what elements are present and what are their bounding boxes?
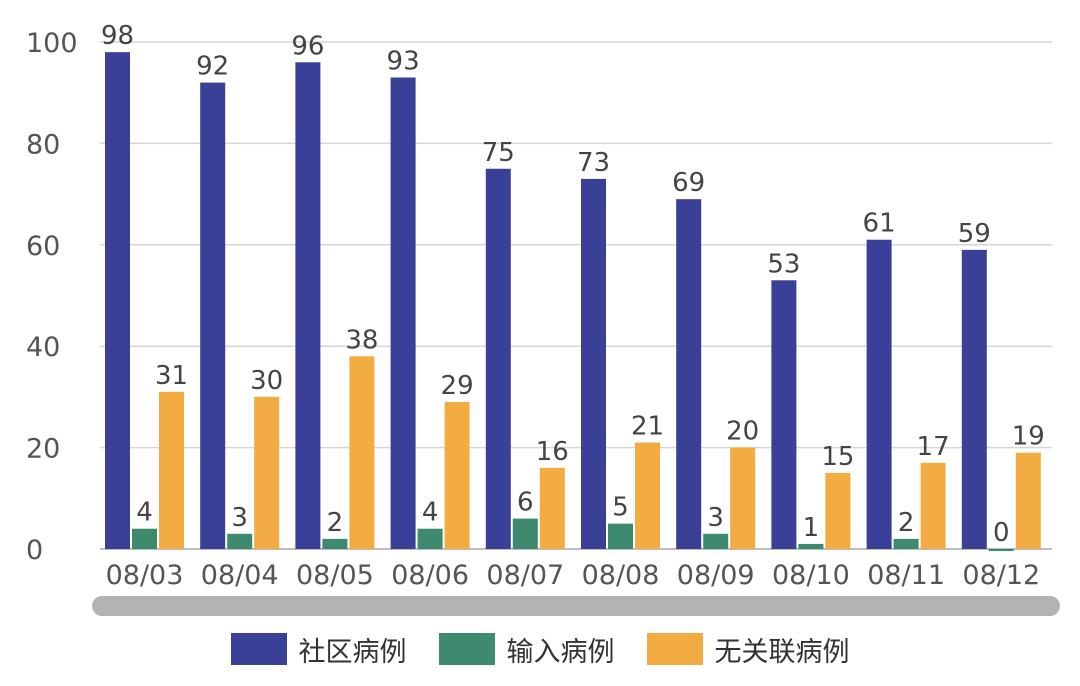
- bar: [512, 518, 538, 549]
- data-label: 3: [231, 503, 248, 533]
- bar: [988, 549, 1014, 551]
- data-label: 4: [422, 498, 439, 528]
- bar: [825, 472, 851, 549]
- x-tick-label: 08/03: [106, 560, 184, 591]
- data-label: 20: [726, 417, 759, 447]
- bar: [444, 401, 470, 549]
- bar: [893, 538, 919, 549]
- y-tick-label: 80: [26, 129, 60, 160]
- legend-swatch-imported: [438, 633, 495, 665]
- data-label: 0: [993, 518, 1010, 548]
- x-tick-label: 08/11: [867, 560, 945, 591]
- x-tick-label: 08/04: [201, 560, 279, 591]
- data-label: 3: [707, 503, 724, 533]
- legend-item-community: 社区病例: [230, 630, 407, 669]
- data-label: 93: [387, 46, 420, 76]
- data-label: 1: [803, 513, 820, 543]
- data-label: 2: [327, 508, 344, 538]
- data-label: 38: [345, 325, 378, 355]
- data-label: 73: [577, 148, 610, 178]
- bar: [390, 77, 416, 550]
- data-label: 6: [517, 488, 534, 518]
- legend-label-community: 社区病例: [298, 636, 407, 668]
- bar: [132, 528, 157, 549]
- bar: [771, 280, 797, 549]
- x-axis-ticks: 08/03 08/04 08/05 08/06 08/07 08/08 08/09 08/10…: [106, 560, 1041, 591]
- data-label: 92: [196, 52, 229, 82]
- y-tick-label: 40: [26, 332, 60, 363]
- y-tick-label: 100: [26, 28, 78, 59]
- data-label: 5: [612, 493, 629, 523]
- bar: [1015, 452, 1041, 549]
- legend-swatch-unlinked: [646, 633, 703, 665]
- data-label: 31: [155, 361, 188, 391]
- x-tick-label: 08/10: [772, 560, 850, 591]
- bar: [866, 239, 892, 550]
- bar: [581, 178, 606, 549]
- data-label: 61: [863, 209, 896, 239]
- bar: [295, 62, 321, 549]
- legend-label-unlinked: 无关联病例: [714, 636, 850, 668]
- data-label: 29: [441, 371, 474, 401]
- gridlines: [100, 41, 1052, 550]
- bars: [105, 52, 1041, 551]
- data-label: 21: [631, 412, 664, 442]
- data-label: 69: [672, 168, 705, 198]
- data-label: 98: [101, 21, 134, 51]
- bar: [322, 538, 348, 549]
- data-label: 59: [958, 219, 991, 249]
- bar: [227, 533, 253, 549]
- data-label: 96: [291, 31, 324, 61]
- bar: [105, 52, 130, 549]
- bar: [730, 447, 756, 549]
- horizontal-scrollbar[interactable]: [92, 596, 1060, 616]
- data-label: 16: [536, 437, 569, 467]
- data-label: 53: [767, 249, 800, 279]
- bar: [798, 543, 824, 549]
- x-tick-label: 08/07: [486, 560, 564, 591]
- bar: [608, 523, 633, 549]
- data-label: 75: [482, 138, 515, 168]
- legend-item-unlinked: 无关联病例: [646, 630, 850, 669]
- x-tick-label: 08/12: [962, 560, 1040, 591]
- legend-swatch-community: [230, 633, 287, 665]
- bar: [349, 356, 375, 549]
- data-label: 30: [250, 366, 283, 396]
- bar: [159, 391, 184, 549]
- y-axis-ticks: 0 20 40 60 80 100: [26, 28, 78, 566]
- bar: [485, 168, 511, 549]
- data-labels: 9843192330962389342975616735216932053115…: [101, 21, 1045, 548]
- bar: [417, 528, 443, 549]
- legend-label-imported: 输入病例: [506, 636, 615, 668]
- data-label: 4: [136, 498, 153, 528]
- legend-item-imported: 输入病例: [438, 630, 615, 669]
- bar: [703, 533, 729, 549]
- data-label: 17: [917, 432, 950, 462]
- bar: [539, 467, 565, 549]
- x-tick-label: 08/05: [296, 560, 374, 591]
- data-label: 15: [821, 442, 854, 472]
- y-tick-label: 60: [26, 231, 60, 262]
- bar: [200, 82, 226, 549]
- legend: 社区病例 输入病例 无关联病例: [0, 626, 1080, 672]
- bar: [635, 442, 660, 549]
- y-tick-label: 20: [26, 434, 60, 465]
- data-label: 19: [1012, 422, 1045, 452]
- y-tick-label: 0: [26, 535, 43, 566]
- bar: [676, 199, 702, 550]
- x-tick-label: 08/06: [391, 560, 469, 591]
- x-tick-label: 08/09: [677, 560, 755, 591]
- bar: [254, 396, 280, 549]
- bar: [961, 249, 987, 549]
- x-tick-label: 08/08: [582, 560, 660, 591]
- data-label: 2: [898, 508, 915, 538]
- bar: [920, 462, 946, 549]
